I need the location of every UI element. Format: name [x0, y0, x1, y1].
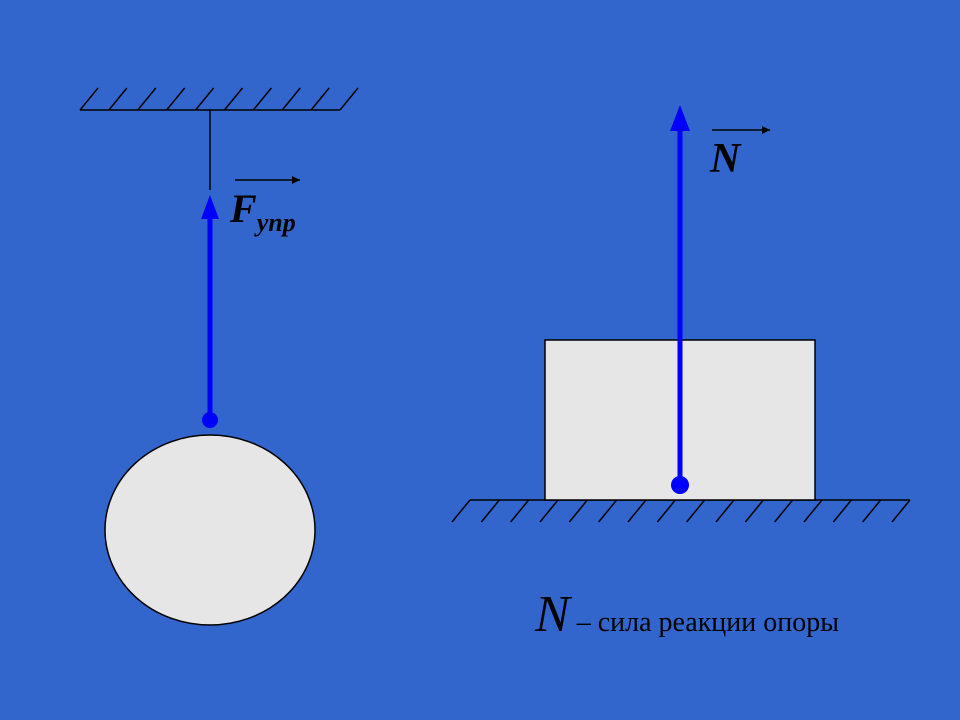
label-f-sub: упр [257, 208, 296, 237]
caption-n-symbol: N [535, 586, 570, 643]
force-label-fupr: Fупр [230, 185, 296, 238]
caption-text: – сила реакции опоры [570, 607, 839, 638]
label-n-text: N [710, 136, 740, 182]
force-label-n: N [710, 135, 740, 183]
caption-normal-force: N – сила реакции опоры [535, 585, 839, 644]
label-f-main: F [230, 186, 257, 231]
